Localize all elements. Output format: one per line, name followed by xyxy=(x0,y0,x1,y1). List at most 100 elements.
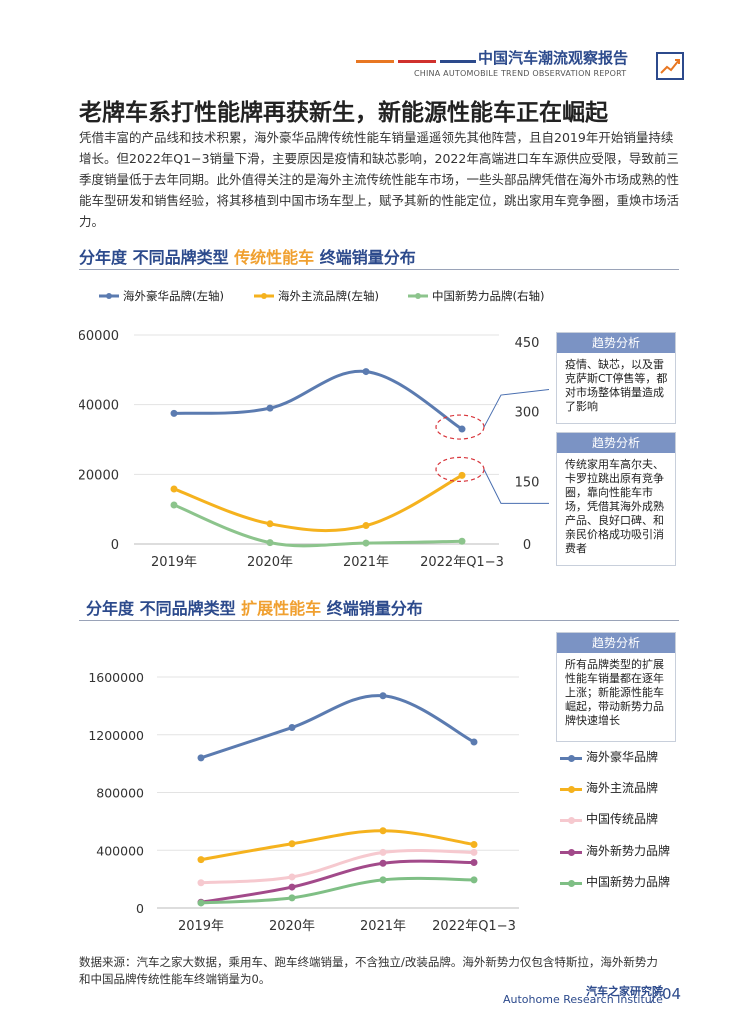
chart2-point-2-2 xyxy=(379,848,387,856)
chart2-x-tick: 2022年Q1−3 xyxy=(432,919,516,934)
header-bar-orange xyxy=(356,60,394,63)
chart2-legend-item: 中国传统品牌 xyxy=(560,810,658,827)
chart1-x-tick: 2021年 xyxy=(343,555,389,570)
chart2-point-2-1 xyxy=(288,873,296,881)
chart1-point-0-2 xyxy=(362,368,370,376)
section1-highlight: 传统性能车 xyxy=(234,248,315,267)
chart1-point-1-3 xyxy=(458,471,466,479)
chart2-point-1-3 xyxy=(470,840,478,848)
chart2-point-1-2 xyxy=(379,827,387,835)
chart2-legend-item: 海外豪华品牌 xyxy=(560,748,658,765)
chart1-right-tick: 300 xyxy=(515,406,540,421)
chart2-point-2-0 xyxy=(197,879,205,887)
chart1-series-line-2 xyxy=(173,503,463,548)
trend-box-1: 趋势分析 疫情、缺芯，以及雷克萨斯CT停售等，都对市场整体销量造成了影响 xyxy=(556,332,676,424)
chart2-legend-swatch xyxy=(560,878,582,888)
chart-extended-performance: 0 400000 800000 1200000 1600000 2019年 2020年 202… xyxy=(88,670,519,934)
chart2-legend-item: 中国新势力品牌 xyxy=(560,873,670,890)
chart2-legend-label: 海外主流品牌 xyxy=(586,781,659,795)
chart1-right-tick: 150 xyxy=(515,475,540,490)
chart2-series-line-4 xyxy=(200,876,475,905)
section2-title: 分年度 不同品牌类型 扩展性能车 终端销量分布 xyxy=(86,595,423,619)
chart2-series-line-3 xyxy=(200,859,475,904)
chart2-y-tick: 1200000 xyxy=(88,728,144,743)
chart1-left-tick: 40000 xyxy=(79,399,119,414)
intro-text: 凭借丰富的产品线和技术积累，海外豪华品牌传统性能车销量遥遥领先其他阵营，且自20… xyxy=(79,130,680,229)
legend-label-2: 中国新势力品牌(右轴) xyxy=(432,289,544,303)
section2-rule xyxy=(79,620,679,621)
chart2-legend-swatch xyxy=(560,847,582,857)
chart2-point-4-3 xyxy=(470,876,478,884)
section2-highlight: 扩展性能车 xyxy=(241,599,322,618)
legend-marker-1 xyxy=(261,293,267,299)
chart1-x-tick: 2019年 xyxy=(151,555,197,570)
section1-title: 分年度 不同品牌类型 传统性能车 终端销量分布 xyxy=(79,244,416,268)
chart1-point-0-0 xyxy=(170,409,178,417)
intro-paragraph: 凭借丰富的产品线和技术积累，海外豪华品牌传统性能车销量遥遥领先其他阵营，且自20… xyxy=(79,127,679,232)
header-bar-red xyxy=(398,60,436,63)
header-bar-blue xyxy=(440,60,476,63)
chart2-point-1-1 xyxy=(288,840,296,848)
chart1-point-2-3 xyxy=(458,537,466,545)
trend-box-2: 趋势分析 传统家用车高尔夫、卡罗拉跳出原有竞争圈，靠向性能车市场，凭借其海外成熟… xyxy=(556,432,676,566)
trend-box-1-title: 趋势分析 xyxy=(557,333,675,353)
chart1-left-tick: 0 xyxy=(111,538,119,553)
trend-box-2-text: 传统家用车高尔夫、卡罗拉跳出原有竞争圈，靠向性能车市场，凭借其海外成熟产品、良好… xyxy=(565,458,664,555)
trend-box-3-title: 趋势分析 xyxy=(557,633,675,653)
chart2-point-2-3 xyxy=(470,848,478,856)
section1-prefix: 分年度 不同品牌类型 xyxy=(79,248,235,267)
chart2-point-4-2 xyxy=(379,876,387,884)
header-color-bars xyxy=(356,60,476,64)
legend-label-1: 海外主流品牌(左轴) xyxy=(278,289,379,303)
chart2-legend-label: 海外新势力品牌 xyxy=(586,844,671,858)
chart2-point-0-1 xyxy=(288,724,296,732)
chart2-point-0-2 xyxy=(379,692,387,700)
chart1-callout-line xyxy=(483,389,549,428)
chart2-x-tick: 2020年 xyxy=(269,919,315,934)
chart1-callout-line xyxy=(483,469,549,504)
chart2-x-tick: 2021年 xyxy=(360,919,406,934)
chart2-point-3-2 xyxy=(379,859,387,867)
chart2-x-tick: 2019年 xyxy=(178,919,224,934)
legend-label-0: 海外豪华品牌(左轴) xyxy=(123,289,224,303)
chart1-right-tick: 450 xyxy=(515,336,540,351)
chart1-series-line-0 xyxy=(173,369,463,431)
chart2-legend-item: 海外新势力品牌 xyxy=(560,842,670,859)
chart2-y-tick: 800000 xyxy=(96,786,144,801)
chart2-point-0-3 xyxy=(470,738,478,746)
section1-suffix: 终端销量分布 xyxy=(314,248,416,267)
trend-box-3: 趋势分析 所有品牌类型的扩展性能车销量都在逐年上涨；新能源性能车崛起，带动新势力… xyxy=(556,632,676,742)
report-title: 中国汽车潮流观察报告 xyxy=(478,49,629,67)
chart1-point-1-0 xyxy=(170,485,178,493)
chart1-point-0-3 xyxy=(458,425,466,433)
trend-box-1-text: 疫情、缺芯，以及雷克萨斯CT停售等，都对市场整体销量造成了影响 xyxy=(565,358,668,413)
chart1-right-tick: 0 xyxy=(523,538,531,553)
section1-rule xyxy=(79,269,679,270)
page-headline: 老牌车系打性能牌再获新生，新能源性能车正在崛起 xyxy=(79,100,608,126)
data-source-note: 数据来源：汽车之家大数据，乘用车、跑车终端销量，不含独立/改装品牌。海外新势力仅… xyxy=(79,955,658,986)
chart1-x-tick: 2022年Q1−3 xyxy=(420,555,504,570)
chart2-legend-label: 中国传统品牌 xyxy=(586,812,659,826)
chart1-point-2-0 xyxy=(170,501,178,509)
chart-traditional-performance: 海外豪华品牌(左轴) 海外主流品牌(左轴) 中国新势力品牌(右轴) 0 20000 400… xyxy=(79,289,549,570)
section2-suffix: 终端销量分布 xyxy=(321,599,423,618)
chart2-legend-swatch xyxy=(560,753,582,763)
chart2-point-3-3 xyxy=(470,859,478,867)
trend-box-3-text: 所有品牌类型的扩展性能车销量都在逐年上涨；新能源性能车崛起，带动新势力品牌快速增… xyxy=(565,658,664,727)
chart2-series-line-0 xyxy=(200,694,475,760)
chart1-x-tick: 2020年 xyxy=(247,555,293,570)
legend-marker-2 xyxy=(415,293,421,299)
chart2-y-tick: 400000 xyxy=(96,843,144,858)
chart1-point-1-2 xyxy=(362,522,370,530)
chart2-point-4-0 xyxy=(197,899,205,907)
report-subtitle: CHINA AUTOMOBILE TREND OBSERVATION REPOR… xyxy=(414,69,627,78)
chart2-series-line-2 xyxy=(200,848,475,885)
chart2-point-0-0 xyxy=(197,754,205,762)
chart2-point-3-1 xyxy=(288,883,296,891)
chart1-left-tick: 20000 xyxy=(79,468,119,483)
chart2-series-line-1 xyxy=(200,829,475,862)
chart2-legend-label: 海外豪华品牌 xyxy=(586,750,659,764)
chart2-legend-item: 海外主流品牌 xyxy=(560,779,658,796)
chart1-point-0-1 xyxy=(266,404,274,412)
chart1-point-2-1 xyxy=(266,539,274,547)
